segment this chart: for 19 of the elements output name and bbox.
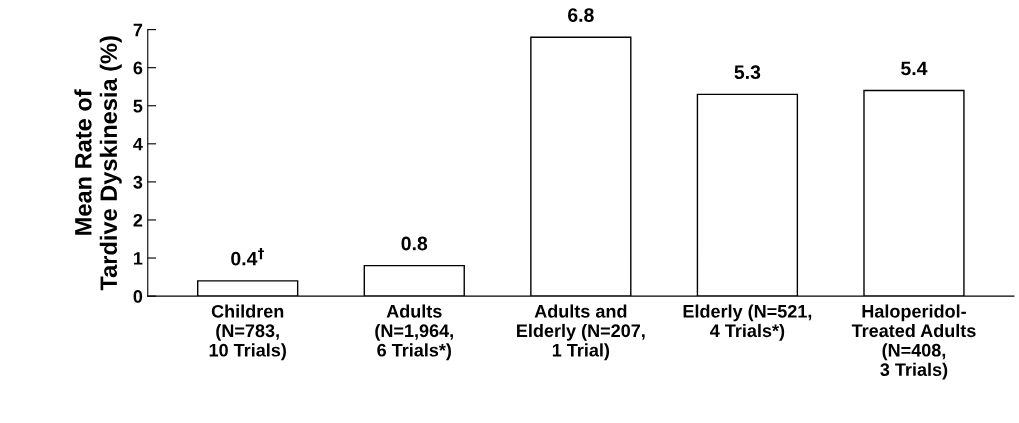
x-tick-label: Adults and Elderly (N=207, 1 Trial) — [517, 304, 645, 361]
x-tick-label: Adults (N=1,964, 6 Trials*) — [375, 304, 453, 361]
data-label: 0.4$^{†}$ — [231, 247, 265, 266]
x-tick-label: Elderly (N=521, 4 Trials*) — [683, 304, 812, 341]
y-tick-label: 4 — [133, 137, 143, 151]
y-tick-label: 1 — [133, 252, 143, 265]
x-tick-label: Children (N=783, 10 Trials) — [209, 304, 286, 361]
data-label: 0.8 — [401, 236, 428, 251]
y-tick-label: 7 — [133, 23, 143, 37]
data-label: 5.3 — [734, 65, 761, 80]
data-label: 5.4 — [901, 61, 928, 76]
y-tick-label: 3 — [133, 175, 143, 189]
x-tick-label: Haloperidol- Treated Adults (N=408, 3 Trials) — [851, 304, 976, 380]
y-tick-label: 5 — [133, 99, 143, 113]
y-tick-label: 6 — [133, 61, 143, 75]
y-tick-label: 2 — [133, 213, 143, 227]
data-label: 6.8 — [568, 8, 594, 22]
y-tick-label: 0 — [133, 290, 143, 303]
y-axis-title: Mean Rate of Tardive Dyskinesia (%) — [74, 36, 122, 291]
